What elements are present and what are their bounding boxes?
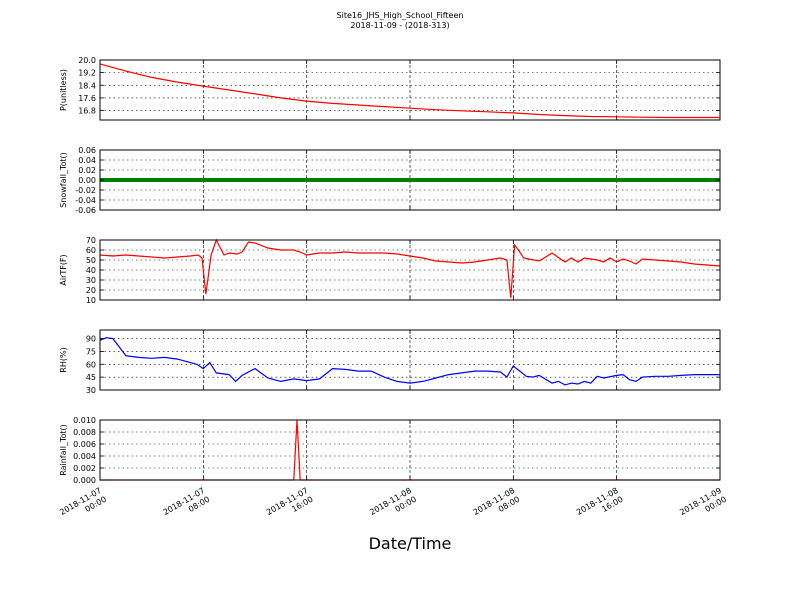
y-axis-label: Rainfall_Tot() <box>59 424 68 476</box>
y-axis-label: P(unitless) <box>59 69 68 111</box>
panel-frame <box>99 59 721 121</box>
x-tick-label: 2018-11-0800:00 <box>368 486 418 526</box>
y-tick-label: 30 <box>86 276 96 285</box>
chart-subtitle: 2018-11-09 - (2018-313) <box>350 21 450 30</box>
y-tick-label: 70 <box>86 236 96 245</box>
x-tick-label: 2018-11-0700:00 <box>58 486 108 526</box>
panel-frame <box>99 239 721 301</box>
y-tick-label: 45 <box>86 373 96 382</box>
y-tick-label: 0.04 <box>78 156 96 165</box>
x-axis-label: Date/Time <box>368 534 452 553</box>
x-tick-label: 2018-11-0816:00 <box>575 486 625 526</box>
y-tick-label: 16.8 <box>78 107 96 116</box>
y-tick-label: 50 <box>86 256 96 265</box>
y-tick-label: 0.00 <box>78 176 96 185</box>
y-tick-label: 0.010 <box>73 416 96 425</box>
y-tick-label: 40 <box>86 266 96 275</box>
y-axis-label: RH(%) <box>59 347 68 372</box>
y-tick-label: 17.6 <box>78 94 96 103</box>
y-tick-label: -0.06 <box>75 206 96 215</box>
y-tick-label: 0.02 <box>78 166 96 175</box>
y-tick-label: 20.0 <box>78 56 96 65</box>
y-tick-label: 10 <box>86 296 96 305</box>
x-tick-label: 2018-11-0708:00 <box>162 486 212 526</box>
series-line-3 <box>99 238 721 299</box>
panel-frame <box>99 149 721 211</box>
y-axis-label: AirTF(F) <box>59 254 68 285</box>
x-tick-label: 2018-11-0808:00 <box>472 486 522 526</box>
panel-frame <box>99 329 721 391</box>
x-tick-label: 2018-11-0716:00 <box>265 486 315 526</box>
y-tick-label: -0.04 <box>75 196 96 205</box>
y-tick-label: 0.06 <box>78 146 96 155</box>
y-tick-label: 19.2 <box>78 69 96 78</box>
y-tick-label: 30 <box>86 386 96 395</box>
chart-title-block: Site16_JHS_High_School_Fifteen 2018-11-0… <box>0 11 800 31</box>
panel-frame <box>99 419 721 481</box>
y-tick-label: 90 <box>86 335 96 344</box>
y-tick-label: -0.02 <box>75 186 96 195</box>
y-tick-label: 60 <box>86 360 96 369</box>
x-tick-label: 2018-11-0900:00 <box>678 486 728 526</box>
y-axis-label: Snowfall_Tot() <box>59 152 68 208</box>
y-tick-label: 18.4 <box>78 81 96 90</box>
y-tick-label: 0.004 <box>73 452 96 461</box>
y-tick-label: 0.008 <box>73 428 96 437</box>
y-tick-label: 0.006 <box>73 440 96 449</box>
y-tick-label: 60 <box>86 246 96 255</box>
y-tick-label: 0.002 <box>73 464 96 473</box>
chart-title: Site16_JHS_High_School_Fifteen <box>336 11 464 20</box>
y-tick-label: 75 <box>86 347 96 356</box>
y-tick-label: 20 <box>86 286 96 295</box>
y-tick-label: 0.000 <box>73 476 96 485</box>
series-line-4 <box>99 337 720 386</box>
